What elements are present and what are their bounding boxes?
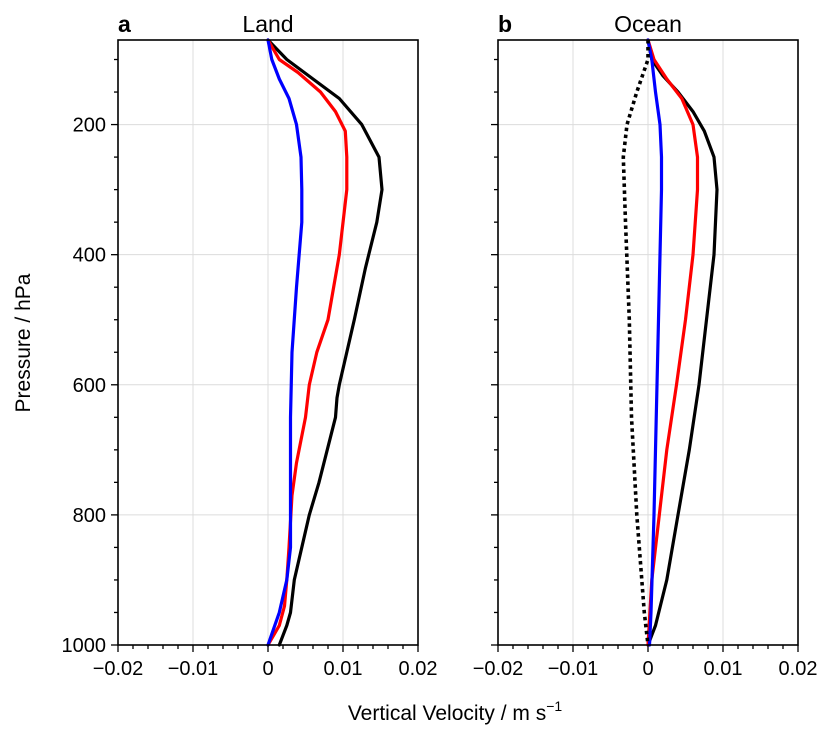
land-title: Land xyxy=(242,11,293,37)
ocean-ticks: −0.02 −0.01 0 0.01 0.02 xyxy=(473,58,818,680)
ocean-xtick-label-3: 0.01 xyxy=(704,658,743,680)
ocean-grid xyxy=(497,40,799,646)
land-ytick-label-0: 200 xyxy=(73,115,106,137)
x-axis-title: Vertical Velocity / m s−1 xyxy=(348,698,563,725)
land-xtick-label-0: −0.02 xyxy=(93,658,144,680)
land-series-black xyxy=(266,38,384,647)
land-ytick-label-2: 600 xyxy=(73,375,106,397)
x-axis-title-main: Vertical Velocity / m s xyxy=(348,702,546,725)
land-panel-letter: a xyxy=(118,11,131,37)
land-xtick-label-2: 0 xyxy=(262,658,273,680)
land-ytick-label-1: 400 xyxy=(73,245,106,267)
y-axis-title: Pressure / hPa xyxy=(12,273,35,412)
land-xtick-label-1: −0.01 xyxy=(168,658,219,680)
land-series-red xyxy=(266,38,349,647)
ocean-xtick-label-0: −0.02 xyxy=(473,658,524,680)
ocean-xtick-label-1: −0.01 xyxy=(548,658,599,680)
ocean-series-red xyxy=(646,38,700,647)
panel-land: −0.02 −0.01 0 0.01 0.02 200 400 600 800 1000 a La… xyxy=(62,11,438,680)
ocean-xtick-label-4: 0.02 xyxy=(779,658,818,680)
land-xtick-label-4: 0.02 xyxy=(399,658,438,680)
ocean-panel-letter: b xyxy=(498,11,512,37)
land-grid xyxy=(117,40,419,646)
land-ytick-label-4: 1000 xyxy=(62,635,107,657)
ocean-title: Ocean xyxy=(614,11,682,37)
land-ytick-label-3: 800 xyxy=(73,505,106,527)
land-series-blue xyxy=(266,38,304,647)
x-axis-title-exponent: −1 xyxy=(546,698,562,714)
land-series xyxy=(266,38,384,647)
land-xtick-label-3: 0.01 xyxy=(324,658,363,680)
ocean-series xyxy=(621,38,719,647)
ocean-xtick-label-2: 0 xyxy=(642,658,653,680)
ocean-series-blue xyxy=(646,38,664,647)
ocean-series-black-dotted xyxy=(621,40,650,646)
land-ticks: −0.02 −0.01 0 0.01 0.02 200 400 600 800 1000 xyxy=(62,58,438,680)
panel-ocean: −0.02 −0.01 0 0.01 0.02 b Ocean xyxy=(473,11,818,680)
